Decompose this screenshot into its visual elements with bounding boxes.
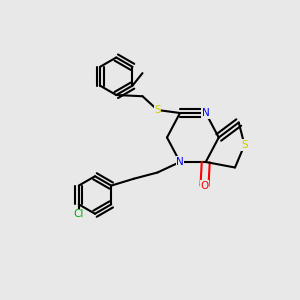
Text: Cl: Cl xyxy=(74,209,84,219)
Text: N: N xyxy=(176,157,184,167)
Text: N: N xyxy=(202,108,210,118)
Text: O: O xyxy=(200,181,208,191)
Text: S: S xyxy=(241,140,248,150)
Text: S: S xyxy=(154,105,161,115)
